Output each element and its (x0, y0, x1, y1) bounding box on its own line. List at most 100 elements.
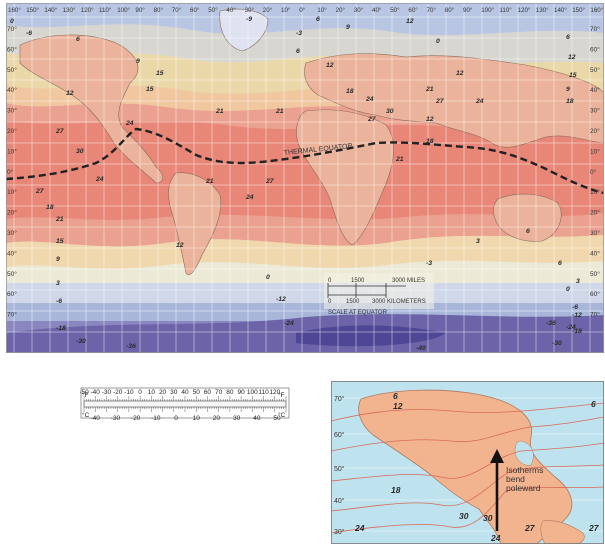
isotherm-value-label: 21 (55, 216, 64, 223)
inset-latitude-labels: 70° 60° 50° 40° 30° (334, 395, 345, 536)
f-label: 60 (204, 389, 212, 396)
isotherm-value-label: -36 (126, 343, 136, 350)
latitude-label-right: 30° (590, 107, 600, 115)
longitude-label: 90° (135, 7, 145, 14)
latitude-label-right: 20° (590, 209, 600, 217)
c-label: -40 (91, 415, 101, 422)
latitude-label-left: 60° (7, 290, 17, 298)
inset-latitude-label: 50° (334, 465, 345, 473)
latitude-label-left: 70° (7, 311, 17, 319)
isotherm-value-label: 9 (136, 58, 140, 65)
scale-bar-backdrop (324, 273, 434, 309)
inset-isotherm-label: 30 (483, 513, 493, 523)
thermometer-frame (80, 387, 290, 419)
longitude-label: 110° (99, 7, 112, 14)
c-label: 40 (253, 415, 261, 422)
inset-isotherm-label: 6 (591, 399, 596, 409)
latitude-labels-left: 70° 60° 50° 40° 30° 20° 10° 0° 10° 20° 30° 40° 50° 60… (7, 25, 17, 319)
c-label: 0 (174, 415, 178, 422)
longitude-label: 60° (190, 7, 200, 14)
isotherm-value-label: 27 (367, 116, 377, 123)
isotherm-value-label: 9 (346, 24, 350, 31)
isotherm-labels: 0-669151221242730272418212427211512930-6… (10, 16, 582, 352)
inset-isotherm-3 (331, 442, 604, 482)
isotherm-value-label: -30 (76, 338, 86, 345)
isotherm-value-label: 12 (66, 90, 74, 97)
inset-isotherm-label: 27 (524, 523, 536, 533)
inset-latitude-label: 30° (334, 528, 345, 536)
hudson-bay (514, 440, 534, 466)
longitude-label: 120° (518, 7, 531, 14)
isotherm-value-label: 27 (265, 178, 275, 185)
longitude-label: 110° (499, 7, 512, 14)
f-label: 20 (159, 389, 167, 396)
longitude-label: 70° (172, 7, 182, 14)
longitude-label: 120° (81, 7, 94, 14)
latitude-label-left: 60° (7, 45, 17, 53)
thermometer-ticks (83, 396, 287, 412)
inset-isotherm-label: 30 (459, 511, 469, 521)
latitude-label-right: 50° (590, 270, 600, 278)
longitude-label: 70° (427, 7, 437, 14)
antarctic-core (296, 325, 446, 347)
band-temperate-south (6, 260, 604, 283)
isotherm-value-label: 12 (176, 242, 184, 249)
unit-f-left: °F (82, 391, 89, 399)
isotherm-value-label: -18 (572, 328, 582, 335)
f-label: 50 (193, 389, 201, 396)
isotherm-value-label: 6 (296, 48, 300, 55)
latitude-label-left: 20° (7, 127, 17, 135)
latitude-label-left: 30° (7, 229, 17, 237)
scale-miles-3000: 3000 MILES (392, 278, 425, 284)
longitude-label: 80° (154, 7, 164, 14)
isotherm-value-label: 30 (386, 108, 394, 115)
inset-isotherm-label: 18 (391, 485, 401, 495)
isotherm-value-label: -36 (546, 320, 556, 327)
eurasia (304, 53, 604, 148)
f-label: 90 (237, 389, 245, 396)
isotherm-value-label: -3 (296, 30, 302, 37)
f-label: 30 (170, 389, 178, 396)
isotherm-value-label: 15 (146, 86, 154, 93)
inset-latitude-label: 60° (334, 431, 345, 439)
south-america (168, 172, 222, 275)
scale-miles-1500: 1500 (351, 278, 365, 284)
isotherm-value-label: 12 (406, 18, 414, 25)
c-label: -10 (151, 415, 161, 422)
isotherm-value-label: 6 (316, 16, 320, 23)
scale-caption: SCALE AT EQUATOR (328, 310, 388, 316)
scale-km-1500: 1500 (346, 299, 360, 305)
isotherm-value-label: 24 (365, 96, 374, 103)
celsius-labels: -40 -30 -20 -10 0 10 20 30 40 50 (91, 415, 282, 422)
isotherm-value-label: 21 (395, 156, 404, 163)
latitude-label-left: 10° (7, 147, 17, 155)
isotherm-value-label: -6 (572, 304, 578, 311)
world-map-svg: THERMAL EQUATOR 160° 150° 140° 130° 120° 110°… (6, 3, 604, 353)
longitude-label: 150° (26, 7, 39, 14)
isotherm-value-label: 24 (245, 194, 254, 201)
latitude-label-left: 20° (7, 209, 17, 217)
c-label: 30 (233, 415, 241, 422)
f-label: -20 (113, 389, 123, 396)
isotherm-value-label: -3 (426, 260, 432, 267)
longitude-label: 140° (44, 7, 57, 14)
isotherm-value-label: 21 (275, 108, 284, 115)
f-label: 120 (269, 389, 280, 396)
inset-isotherm-label: 24 (490, 533, 501, 543)
scale-miles-0: 0 (328, 278, 332, 284)
inset-isotherm-1 (331, 402, 604, 422)
isotherm-value-label: 0 (566, 286, 570, 293)
latitude-label-left: 10° (7, 188, 17, 196)
inset-annotation-line: bend (506, 474, 525, 484)
scale-km-3000: 3000 KILOMETERS (372, 299, 426, 305)
inset-latitude-label: 40° (334, 497, 345, 505)
c-label: -30 (111, 415, 121, 422)
isotherm-value-label: 0 (436, 38, 440, 45)
scale-bar: 0 1500 3000 MILES 0 1500 3000 KILOMETERS… (324, 273, 434, 316)
c-label: 10 (193, 415, 201, 422)
longitude-label: 140° (554, 7, 567, 14)
longitude-label: 20° (263, 7, 273, 14)
isotherm-value-label: -24 (284, 320, 294, 327)
inset-border (331, 381, 604, 544)
unit-c-right: °C (278, 411, 286, 419)
